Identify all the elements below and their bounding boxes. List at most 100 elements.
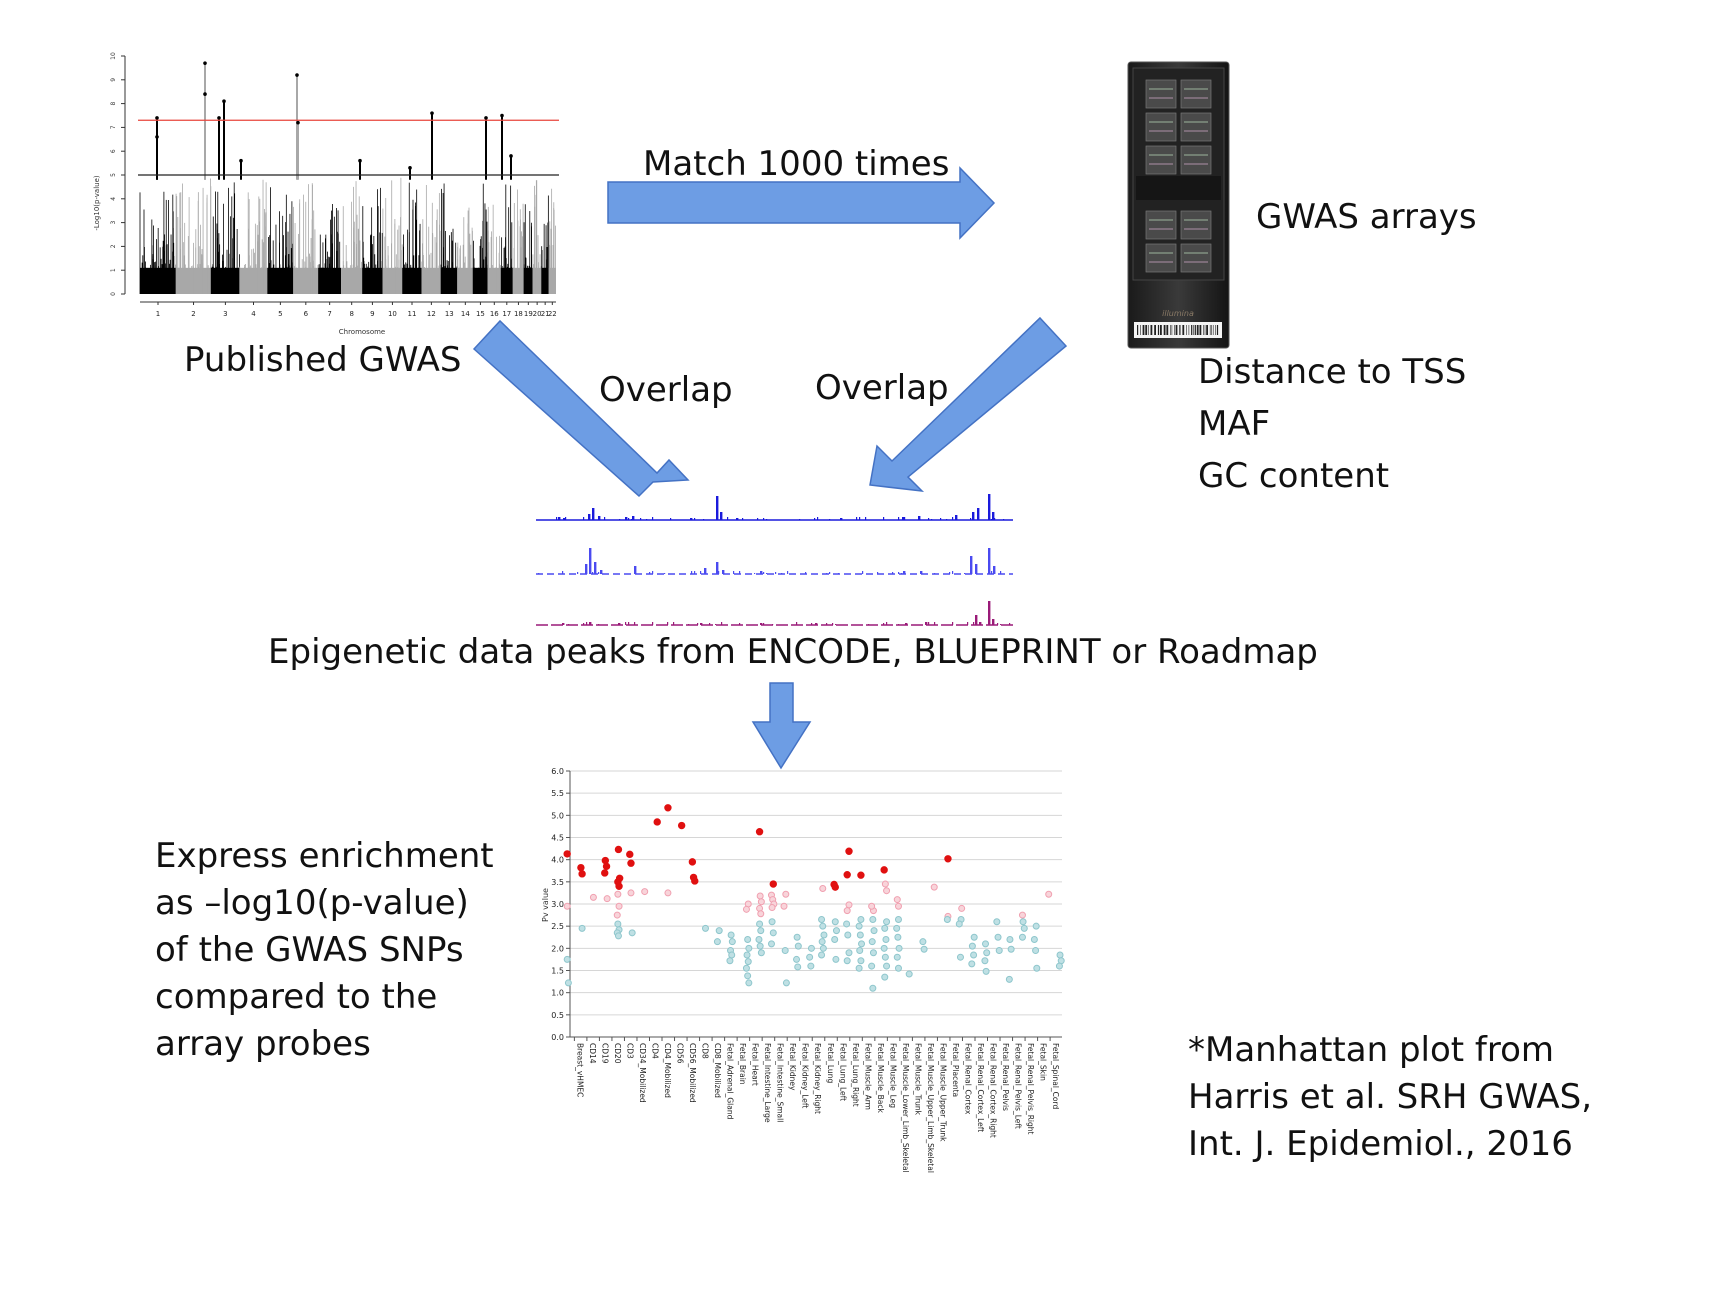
- enrichment-point: [757, 949, 765, 957]
- enrichment-point: [993, 918, 1001, 926]
- enrichment-point: [1045, 890, 1053, 898]
- enrichment-point: [793, 933, 801, 941]
- enrichment-point: [880, 944, 888, 952]
- enrichment-category-label: CD56_Mobilized: [688, 1043, 697, 1103]
- enrichment-point: [577, 863, 585, 872]
- enrichment-point: [893, 924, 901, 932]
- criteria-item: MAF: [1198, 404, 1271, 444]
- enrichment-point: [883, 887, 891, 895]
- enrichment-point: [855, 922, 863, 930]
- enrichment-category-label: Fetal_Adrenal_Gland: [726, 1043, 735, 1120]
- enrichment-point: [615, 902, 623, 910]
- enrichment-point: [756, 892, 764, 900]
- manhattan-xlabel: Chromosome: [339, 328, 386, 336]
- enrichment-point: [601, 869, 609, 877]
- enrichment-ytick: 3.0: [551, 900, 564, 909]
- enrichment-point: [782, 890, 790, 898]
- enrichment-category-label: CD4_Mobilized: [663, 1043, 672, 1098]
- manhattan-xtick: 18: [514, 310, 523, 318]
- express-line: array probes: [155, 1024, 371, 1064]
- enrichment-point: [982, 967, 990, 975]
- enrichment-point: [664, 804, 672, 812]
- enrichment-point: [880, 866, 888, 874]
- enrichment-point: [578, 924, 586, 932]
- enrichment-point: [895, 944, 903, 952]
- enrichment-category-label: Fetal_Brain: [738, 1043, 747, 1085]
- enrichment-ytick: 3.5: [551, 878, 564, 887]
- chip-section: [1145, 145, 1177, 175]
- enrichment-ytick: 0.5: [551, 1011, 564, 1020]
- enrichment-point: [1020, 924, 1028, 932]
- enrichment-point: [628, 929, 636, 937]
- chip-section: [1180, 112, 1212, 142]
- enrichment-point: [819, 944, 827, 952]
- enrichment-point: [818, 916, 826, 924]
- enrichment-point: [677, 821, 686, 830]
- manhattan-xtick: 9: [370, 310, 374, 318]
- enrichment-point: [807, 962, 815, 970]
- chip-section: [1145, 79, 1177, 109]
- enrichment-point: [970, 951, 978, 959]
- enrichment-point: [603, 895, 611, 903]
- enrichment-point: [1019, 918, 1027, 926]
- enrichment-point: [843, 920, 851, 928]
- enrichment-point: [905, 970, 913, 978]
- epigenetic-caption: Epigenetic data peaks from ENCODE, BLUEP…: [268, 632, 1318, 672]
- enrichment-point: [819, 922, 827, 930]
- enrichment-category-label: Breast_vHMEC: [575, 1043, 584, 1097]
- express-line: of the GWAS SNPs: [155, 930, 464, 970]
- enrichment-point: [664, 889, 672, 897]
- enrichment-category-label: Fetal_Lung_Right: [851, 1043, 860, 1107]
- enrichment-ytick: 4.5: [551, 834, 564, 843]
- enrichment-point: [893, 896, 901, 904]
- enrichment-point: [613, 911, 621, 919]
- enrichment-ytick: 1.5: [551, 967, 564, 976]
- enrichment-point: [968, 942, 976, 950]
- express-line: compared to the: [155, 977, 438, 1017]
- enrichment-point: [858, 940, 866, 948]
- enrichment-point: [832, 955, 840, 963]
- enrichment-category-label: Fetal_Spinal_Cord: [1051, 1043, 1060, 1109]
- manhattan-xtick: 5: [278, 310, 282, 318]
- manhattan-ytick: 2: [110, 244, 117, 248]
- manhattan-ytick: 7: [110, 125, 117, 129]
- enrichment-point: [843, 957, 851, 965]
- enrichment-point: [727, 931, 735, 939]
- enrichment-point: [881, 973, 889, 981]
- enrichment-category-label: Fetal_Placenta: [951, 1043, 960, 1097]
- enrichment-point: [869, 949, 877, 957]
- enrichment-point: [614, 845, 623, 854]
- enrichment-point: [982, 940, 990, 948]
- enrichment-point: [1018, 933, 1026, 941]
- enrichment-point: [1005, 975, 1013, 983]
- enrichment-category-label: Fetal_Intestine_Small: [776, 1043, 785, 1122]
- enrichment-point: [869, 916, 877, 924]
- manhattan-xtick: 6: [304, 310, 309, 318]
- enrichment-category-label: Fetal_Intestine_Large: [763, 1043, 772, 1123]
- enrichment-ytick: 0.0: [551, 1033, 564, 1042]
- manhattan-ytick: 4: [110, 197, 117, 201]
- enrichment-point: [745, 979, 753, 987]
- chip-section: [1180, 210, 1212, 240]
- enrichment-point: [981, 957, 989, 965]
- manhattan-xtick: 17: [502, 310, 511, 318]
- chip-brand-logo: illumina: [1162, 309, 1194, 318]
- enrichment-point: [831, 918, 839, 926]
- enrichment-point: [868, 902, 876, 910]
- enrichment-point: [995, 947, 1003, 955]
- enrichment-point: [1030, 935, 1038, 943]
- enrichment-point: [893, 953, 901, 961]
- enrichment-point: [870, 927, 878, 935]
- enrichment-point: [742, 964, 750, 972]
- enrichment-point: [818, 951, 826, 959]
- enrichment-category-label: CD8_Mobilized: [713, 1043, 722, 1098]
- enrichment-point: [857, 957, 865, 965]
- manhattan-ylabel: -Log10(p-value): [93, 175, 101, 231]
- chip-section: [1145, 243, 1177, 273]
- manhattan-xtick: 1: [156, 310, 160, 318]
- enrichment-point: [615, 882, 623, 890]
- enrichment-point: [883, 918, 891, 926]
- enrichment-point: [819, 884, 827, 892]
